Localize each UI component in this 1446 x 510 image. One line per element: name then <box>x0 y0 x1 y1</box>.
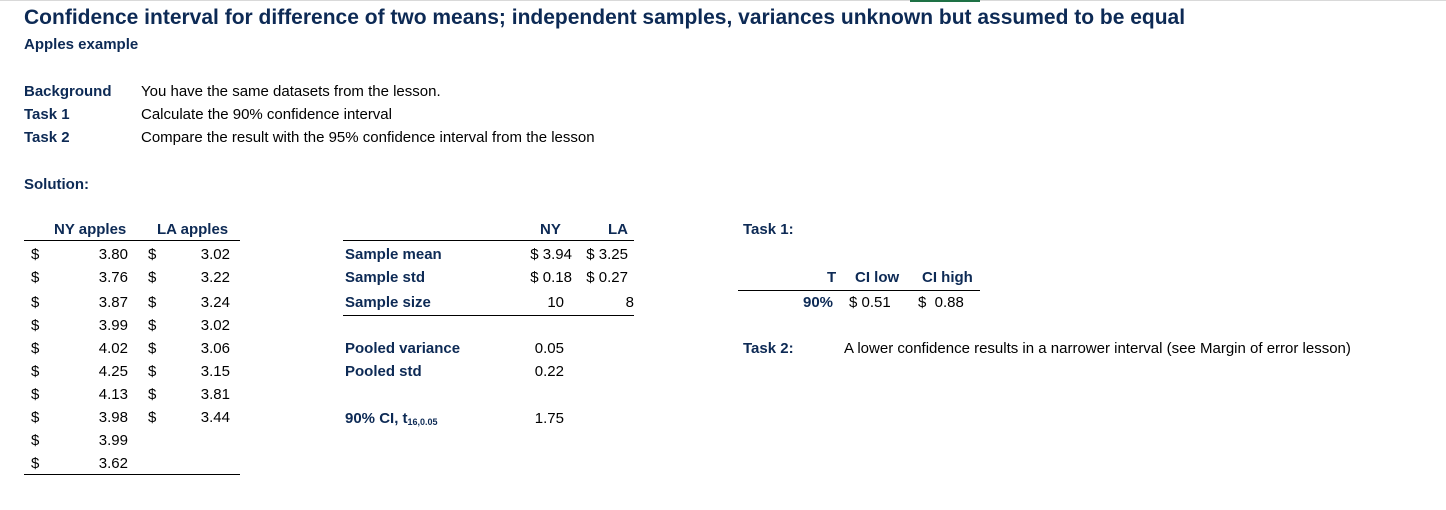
t-value-label-text: 90% CI, t <box>345 410 408 427</box>
ny-currency-symbol: $ <box>31 432 40 449</box>
ny-value: 3.99 <box>98 432 128 449</box>
table-header-rule <box>24 240 240 241</box>
t-header: T <box>827 269 837 286</box>
la-apples-header: LA apples <box>157 221 229 238</box>
sample-size-ny: 10 <box>547 294 564 311</box>
pooled-variance-value: 0.05 <box>534 340 564 357</box>
task1-text: Calculate the 90% confidence interval <box>141 106 392 123</box>
task2-text: Compare the result with the 95% confiden… <box>141 129 595 146</box>
confidence-level: 90% <box>803 294 834 311</box>
sample-size-label: Sample size <box>345 294 431 311</box>
ny-currency-symbol: $ <box>31 340 40 357</box>
background-text: You have the same datasets from the less… <box>141 83 441 100</box>
sheet-top-border <box>0 0 1446 1</box>
pooled-variance-label: Pooled variance <box>345 340 461 357</box>
task1-header-rule <box>738 290 980 291</box>
ny-currency-symbol: $ <box>31 409 40 426</box>
la-value: 3.15 <box>200 363 230 380</box>
la-value: 3.22 <box>200 269 230 286</box>
task2-answer: A lower confidence results in a narrower… <box>844 340 1351 357</box>
la-value: 3.24 <box>200 294 230 311</box>
ny-value: 3.80 <box>98 246 128 263</box>
ny-currency-symbol: $ <box>31 386 40 403</box>
stats-la-header: LA <box>608 221 628 238</box>
ny-currency-symbol: $ <box>31 246 40 263</box>
la-value: 3.44 <box>200 409 230 426</box>
la-currency-symbol: $ <box>148 269 157 286</box>
ny-value: 4.13 <box>98 386 128 403</box>
sample-mean-ny: $ 3.94 <box>530 246 572 263</box>
pooled-std-value: 0.22 <box>534 363 564 380</box>
ci-low-header: CI low <box>855 269 900 286</box>
ny-currency-symbol: $ <box>31 363 40 380</box>
ny-currency-symbol: $ <box>31 455 40 472</box>
solution-label: Solution: <box>24 176 89 193</box>
sample-std-la: $ 0.27 <box>586 269 628 286</box>
pooled-std-label: Pooled std <box>345 363 422 380</box>
task2-result-label: Task 2: <box>743 340 794 357</box>
ny-value: 3.99 <box>98 317 128 334</box>
sample-mean-la: $ 3.25 <box>586 246 628 263</box>
ny-value: 3.62 <box>98 455 128 472</box>
sample-mean-label: Sample mean <box>345 246 442 263</box>
la-currency-symbol: $ <box>148 340 157 357</box>
page-subtitle: Apples example <box>24 36 139 53</box>
stats-ny-header: NY <box>540 221 561 238</box>
ny-currency-symbol: $ <box>31 269 40 286</box>
ci-low-value: $ 0.51 <box>849 294 891 311</box>
la-value: 3.02 <box>200 246 230 263</box>
stats-bottom-rule <box>343 315 634 316</box>
ny-value: 3.98 <box>98 409 128 426</box>
t-value: 1.75 <box>534 410 564 427</box>
sample-std-label: Sample std <box>345 269 426 286</box>
sample-size-la: 8 <box>625 294 634 311</box>
la-currency-symbol: $ <box>148 246 157 263</box>
la-currency-symbol: $ <box>148 409 157 426</box>
ny-value: 4.25 <box>98 363 128 380</box>
la-value: 3.06 <box>200 340 230 357</box>
ny-value: 4.02 <box>98 340 128 357</box>
la-currency-symbol: $ <box>148 386 157 403</box>
background-label: Background <box>24 83 112 100</box>
active-cell-indicator <box>910 0 980 2</box>
ny-currency-symbol: $ <box>31 317 40 334</box>
page-title: Confidence interval for difference of tw… <box>24 6 1186 29</box>
la-currency-symbol: $ <box>148 363 157 380</box>
la-value: 3.81 <box>200 386 230 403</box>
ny-value: 3.87 <box>98 294 128 311</box>
stats-header-rule <box>343 240 634 241</box>
task2-label: Task 2 <box>24 129 70 146</box>
ci-high-value: $ 0.88 <box>918 294 964 311</box>
table-bottom-rule <box>24 474 240 475</box>
task1-result-label: Task 1: <box>743 221 794 238</box>
la-value: 3.02 <box>200 317 230 334</box>
la-currency-symbol: $ <box>148 317 157 334</box>
task1-label: Task 1 <box>24 106 70 123</box>
ny-apples-header: NY apples <box>54 221 127 238</box>
ci-high-header: CI high <box>922 269 973 286</box>
ny-currency-symbol: $ <box>31 294 40 311</box>
sample-std-ny: $ 0.18 <box>530 269 572 286</box>
ny-value: 3.76 <box>98 269 128 286</box>
la-currency-symbol: $ <box>148 294 157 311</box>
t-value-label: 90% CI, t16,0.05 <box>345 410 438 427</box>
t-value-subscript: 16,0.05 <box>407 417 438 427</box>
